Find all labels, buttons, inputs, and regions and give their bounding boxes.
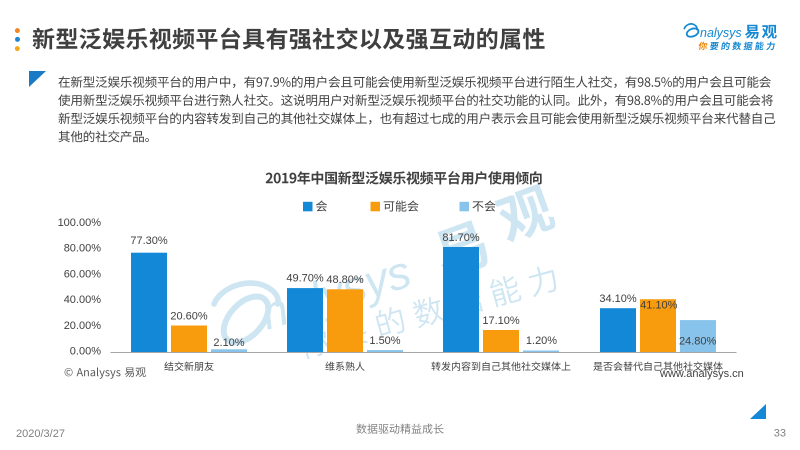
svg-text:100.00%: 100.00% <box>58 217 102 229</box>
svg-text:40.00%: 40.00% <box>64 294 102 306</box>
svg-text:17.10%: 17.10% <box>482 315 520 327</box>
svg-text:77.30%: 77.30% <box>130 235 168 247</box>
svg-text:60.00%: 60.00% <box>64 268 102 280</box>
svg-text:0.00%: 0.00% <box>70 346 101 358</box>
svg-text:41.10%: 41.10% <box>640 299 678 311</box>
svg-text:www.analysys.cn: www.analysys.cn <box>659 368 744 380</box>
svg-text:20.00%: 20.00% <box>64 320 102 332</box>
svg-text:81.70%: 81.70% <box>442 232 480 244</box>
svg-text:34.10%: 34.10% <box>599 293 637 305</box>
svg-text:2020/3/27: 2020/3/27 <box>16 428 65 440</box>
svg-text:48.80%: 48.80% <box>326 274 364 286</box>
svg-text:80.00%: 80.00% <box>64 243 102 255</box>
svg-text:49.70%: 49.70% <box>286 272 324 284</box>
svg-text:33: 33 <box>774 428 786 440</box>
svg-text:20.60%: 20.60% <box>170 310 208 322</box>
svg-text:2.10%: 2.10% <box>213 337 244 349</box>
svg-text:1.50%: 1.50% <box>369 335 400 347</box>
svg-text:1.20%: 1.20% <box>526 335 557 347</box>
svg-text:24.80%: 24.80% <box>679 336 717 348</box>
